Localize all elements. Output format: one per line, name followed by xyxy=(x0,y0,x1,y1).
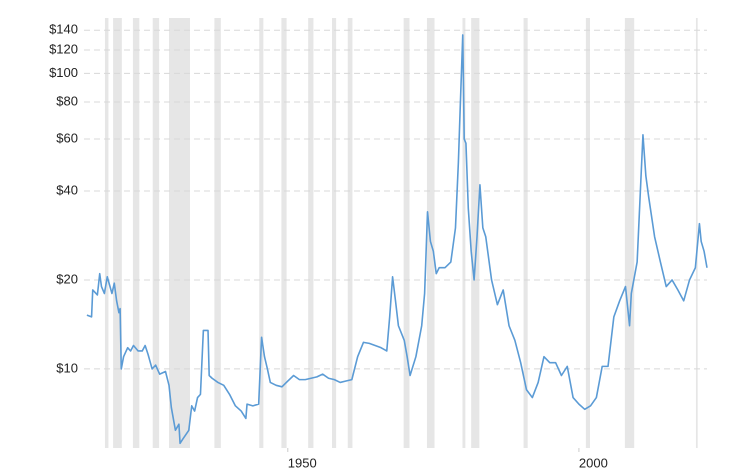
recession-band xyxy=(695,18,698,448)
y-tick-label: $60 xyxy=(56,130,78,145)
recession-band xyxy=(471,18,480,448)
recession-band xyxy=(169,18,190,448)
recession-band xyxy=(132,18,140,448)
y-tick-label: $20 xyxy=(56,271,78,286)
recession-band xyxy=(104,18,109,448)
recession-band xyxy=(624,18,635,448)
y-tick-label: $10 xyxy=(56,360,78,375)
price-line xyxy=(86,34,708,445)
recession-band xyxy=(462,18,466,448)
x-tick-label: 2000 xyxy=(579,455,608,470)
y-tick-label: $120 xyxy=(49,41,78,56)
recession-band xyxy=(113,18,122,448)
recession-band xyxy=(523,18,528,448)
recession-band xyxy=(152,18,160,448)
recession-band xyxy=(259,18,264,448)
recession-band xyxy=(403,18,410,448)
recession-band xyxy=(332,18,337,448)
recession-band xyxy=(347,18,353,448)
y-tick-label: $80 xyxy=(56,93,78,108)
recession-band xyxy=(281,18,287,448)
x-tick-label: 1950 xyxy=(288,455,317,470)
recession-band xyxy=(214,18,221,448)
recession-band xyxy=(585,18,590,448)
recession-band xyxy=(426,18,435,448)
y-tick-label: $140 xyxy=(49,22,78,37)
recession-band xyxy=(308,18,314,448)
y-tick-label: $100 xyxy=(49,65,78,80)
y-tick-label: $40 xyxy=(56,182,78,197)
